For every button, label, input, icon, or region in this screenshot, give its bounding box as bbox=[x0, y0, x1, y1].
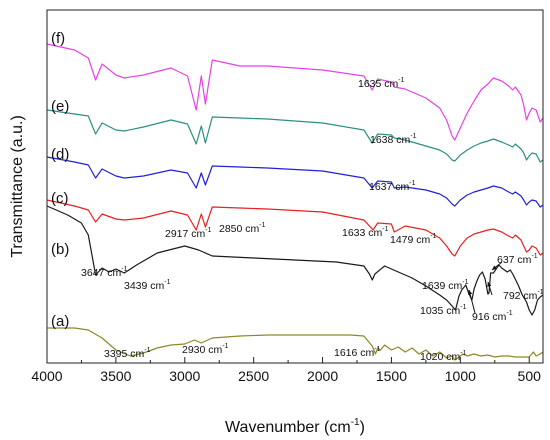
panel-labels: (f) (e) (d) (c) (b) (a) bbox=[51, 30, 69, 330]
x-axis-label: Wavenumber (cm-1) bbox=[225, 417, 365, 436]
plot-frame bbox=[46, 9, 544, 364]
peak-annotation: 2930 cm-1 bbox=[182, 343, 229, 356]
panel-label: (a) bbox=[51, 313, 69, 330]
x-axis-label-main: Wavenumber (cm bbox=[225, 419, 351, 436]
panel-label: (b) bbox=[51, 241, 69, 258]
peak-annotation: 1635 cm-1 bbox=[358, 77, 405, 90]
series-line-4 bbox=[46, 205, 544, 316]
peak-arrow-head bbox=[492, 265, 497, 270]
peak-annotation: 2917 cm-1 bbox=[165, 227, 212, 240]
x-axis-label-close: ) bbox=[360, 419, 365, 436]
series-line-5 bbox=[47, 327, 544, 361]
peak-annotation: 3395 cm-1 bbox=[104, 347, 151, 360]
peak-arrow-head bbox=[487, 282, 492, 287]
x-axis-label-sup: -1 bbox=[351, 417, 360, 428]
peak-annotations: 1635 cm-1 1638 cm-1 1637 cm-1 2917 cm-1 2850… bbox=[81, 77, 544, 363]
peak-annotation: 1633 cm-1 bbox=[342, 226, 389, 239]
peak-annotation: 1035 cm-1 bbox=[420, 304, 467, 317]
series-layer bbox=[46, 43, 544, 361]
x-tick-label: 3000 bbox=[169, 368, 200, 384]
peak-annotation: 1637 cm-1 bbox=[369, 180, 416, 193]
y-axis-label: Transmittance (a.u.) bbox=[9, 115, 26, 258]
x-tick-label: 500 bbox=[518, 368, 542, 384]
series-line-0 bbox=[46, 43, 544, 141]
x-tick-label: 3500 bbox=[100, 368, 131, 384]
panel-label: (e) bbox=[51, 98, 69, 115]
series-line-1 bbox=[46, 109, 544, 163]
x-axis-ticks: 4000 3500 3000 2500 2000 1500 1000 500 bbox=[31, 357, 541, 384]
panel-label: (f) bbox=[51, 30, 65, 47]
peak-annotation: 792 cm-1 bbox=[503, 289, 544, 302]
x-tick-label: 2000 bbox=[307, 368, 338, 384]
peak-annotation: 3647 cm-1 bbox=[81, 266, 128, 279]
series-line-3 bbox=[46, 199, 544, 257]
x-tick-label: 2500 bbox=[238, 368, 269, 384]
peak-annotation: 637 cm-1 bbox=[497, 253, 538, 266]
peak-annotation: 916 cm-1 bbox=[472, 310, 513, 323]
x-tick-label: 1500 bbox=[376, 368, 407, 384]
peak-annotation: 1616 cm-1 bbox=[334, 346, 381, 359]
peak-annotation: 1639 cm-1 bbox=[422, 279, 469, 292]
peak-annotation: 1479 cm-1 bbox=[390, 233, 437, 246]
peak-annotation: 3439 cm-1 bbox=[124, 279, 171, 292]
panel-label: (d) bbox=[51, 146, 69, 163]
peak-arrow-head bbox=[468, 290, 473, 295]
panel-label: (c) bbox=[51, 190, 69, 207]
peak-annotation: 2850 cm-1 bbox=[219, 222, 266, 235]
x-tick-label: 1000 bbox=[445, 368, 476, 384]
series-line-2 bbox=[46, 156, 544, 208]
x-tick-label: 4000 bbox=[31, 368, 62, 384]
peak-annotation: 1020 cm-1 bbox=[420, 350, 467, 363]
peak-annotation: 1638 cm-1 bbox=[370, 133, 417, 146]
